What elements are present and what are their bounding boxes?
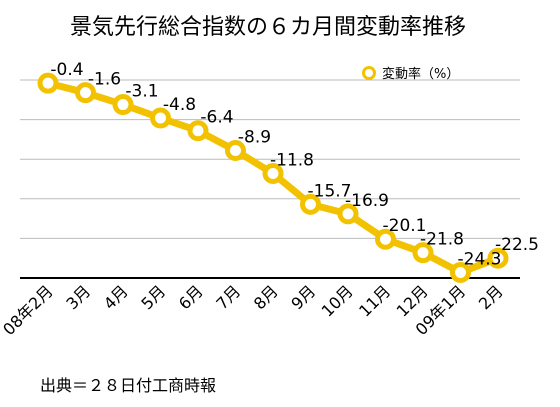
data-label: -8.9	[238, 127, 271, 147]
data-point	[187, 120, 209, 142]
data-labels: -0.4 -1.6-3.1-4.8-6.4-8.9 -11.8 -15.7-16.9 -…	[50, 60, 539, 269]
x-tick-label: 10月	[318, 281, 357, 320]
legend: 変動率（%）	[362, 66, 459, 82]
legend-marker	[362, 66, 376, 80]
data-point	[37, 72, 59, 94]
data-point	[412, 242, 434, 264]
data-point	[112, 94, 134, 116]
data-label: -20.1	[383, 216, 427, 236]
x-tick-label: 3月	[62, 281, 94, 313]
data-label: -15.7	[308, 181, 352, 201]
data-label: -21.8	[420, 230, 464, 250]
data-point	[337, 203, 359, 225]
data-point	[375, 228, 396, 250]
data-point	[487, 247, 509, 269]
data-point	[450, 261, 471, 283]
data-label: -1.6	[88, 70, 121, 90]
data-label: -11.8	[270, 150, 314, 170]
data-point	[300, 193, 321, 215]
data-label: -3.1	[125, 82, 158, 102]
gridlines	[20, 79, 520, 239]
chart-title: 景気先行総合指数の６カ月間変動率推移	[70, 15, 466, 40]
data-label: -4.8	[163, 95, 196, 115]
x-tick-label: 4月	[100, 281, 132, 313]
x-tick-label: 8月	[250, 281, 282, 313]
x-tick-label: 6月	[175, 281, 207, 313]
data-label: -22.5	[495, 235, 539, 255]
data-label: -6.4	[200, 108, 233, 128]
data-label: -16.9	[345, 191, 389, 211]
data-point	[150, 107, 171, 129]
data-point	[225, 139, 246, 161]
x-tick-label: 5月	[137, 281, 169, 313]
x-tick-label: 7月	[212, 281, 244, 313]
data-point	[262, 162, 284, 184]
data-label: -24.3	[458, 249, 502, 269]
x-tick-label: 11月	[355, 281, 394, 320]
x-tick-label: 9月	[287, 281, 319, 313]
x-tick-label: 2月	[475, 281, 507, 313]
source-note: 出典＝２８日付工商時報	[40, 376, 216, 395]
data-point	[75, 82, 96, 104]
legend-label: 変動率（%）	[382, 66, 459, 82]
x-tick-label: 08年2月	[0, 281, 57, 339]
data-points	[37, 72, 509, 283]
data-label: -0.4	[50, 60, 83, 80]
